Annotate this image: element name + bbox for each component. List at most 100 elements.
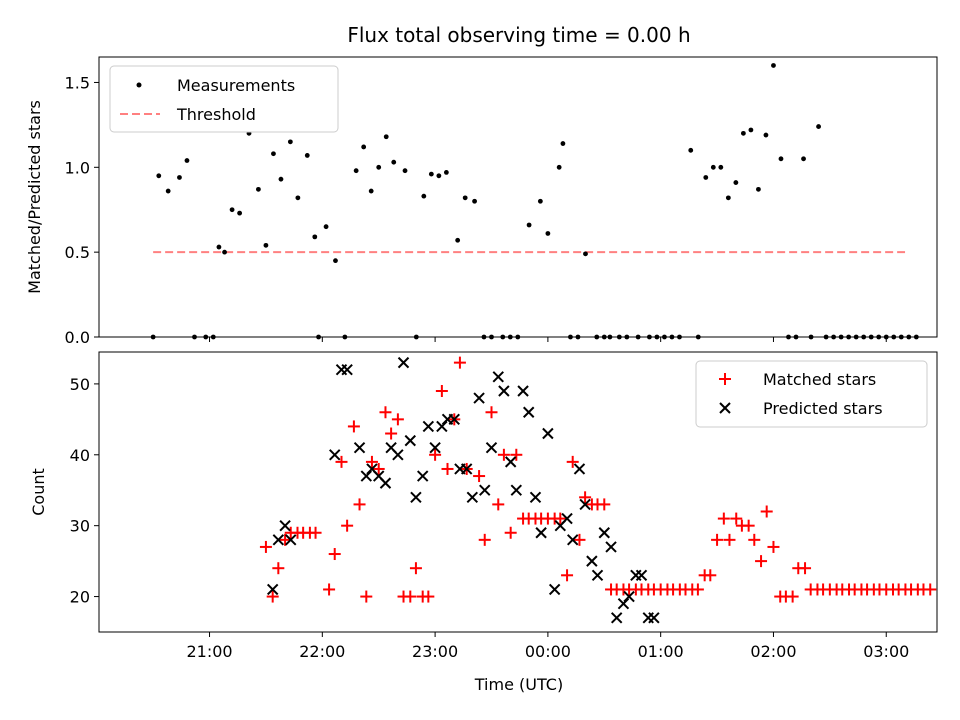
predicted-star-stroke-b [460,463,473,475]
predicted-star-marker [329,449,341,461]
predicted-star-marker [566,534,579,546]
measurement-point [913,334,919,340]
matched-star-marker [760,505,773,518]
measurement-point [616,334,622,340]
measurement-point [669,334,675,340]
top-y-ticks: 0.0 0.5 1.0 1.5 [65,73,99,347]
measurement-point [703,175,709,180]
measurement-point [455,237,461,243]
predicted-star-stroke-b [373,470,385,482]
matched-star-marker [453,356,466,369]
predicted-star-marker [492,371,504,383]
measurement-point [333,258,338,264]
predicted-star-marker [272,534,285,546]
predicted-star-marker [285,534,297,546]
matched-star-marker [473,470,486,483]
predicted-star-marker [510,484,523,496]
measurement-point [635,334,641,340]
matched-star-marker [441,462,454,475]
measurement-point [601,334,607,340]
measurement-point [526,222,532,228]
predicted-star-stroke-b [416,470,429,482]
matched-star-marker [385,427,398,440]
predicted-star-stroke-b [436,420,448,433]
measurement-point [898,334,904,340]
predicted-stars-points [266,356,660,624]
measurement-point [646,334,652,340]
matched-star-marker [492,498,505,511]
measurement-point [391,159,397,165]
predicted-star-stroke-b [586,555,598,567]
measurement-point [853,334,859,340]
predicted-star-stroke-b [353,441,366,454]
matched-star-marker [485,406,498,419]
predicted-star-marker [392,449,404,461]
bottom-panel: 20 30 40 50 21:00 22:00 23:00 00:00 01:00 02:00 0… [29,351,938,694]
predicted-star-stroke-b [492,371,504,383]
measurement-point [868,334,874,340]
measurement-point [287,139,293,145]
measurement-point [500,334,506,340]
predicted-star-stroke-b [266,583,279,596]
measurement-point [342,334,348,340]
predicted-star-stroke-b [542,427,554,440]
predicted-star-stroke-b [635,569,648,581]
matched-star-marker [391,413,404,426]
predicted-star-stroke-b [329,449,341,461]
predicted-star-stroke-b [272,534,285,546]
predicted-star-stroke-b [566,534,579,546]
predicted-star-stroke-b [385,441,397,454]
matched-star-marker [347,420,360,433]
matched-star-marker [404,590,417,603]
bottom-legend: Matched stars Predicted stars [695,360,928,428]
measurement-point [808,334,814,340]
measurement-point [177,175,182,180]
predicted-star-marker [404,434,416,447]
matched-star-marker [799,562,812,575]
measurement-point [786,334,791,340]
predicted-star-marker [473,392,485,404]
predicted-star-marker [422,420,435,433]
measurement-point [216,244,222,250]
measurement-point [906,334,912,340]
measurement-point [594,334,600,340]
predicted-star-marker [353,441,366,454]
legend-measurements-label: Measurements [177,76,295,95]
predicted-star-stroke-b [510,484,523,496]
measurement-point [376,164,382,170]
measurement-point [876,334,882,340]
measurement-point [733,180,739,185]
matched-star-marker [478,533,491,546]
predicted-star-marker [485,441,498,454]
measurement-point [718,164,724,170]
matched-star-marker [691,583,704,596]
bottom-x-tick-label: 23:00 [412,642,458,661]
bottom-x-tick-label: 21:00 [186,642,232,661]
measurement-point [891,334,897,340]
predicted-star-stroke-b [479,484,491,496]
predicted-star-stroke-b [517,385,529,397]
bottom-y-axis-label: Count [29,468,48,516]
predicted-star-marker [617,597,630,610]
predicted-star-marker [436,420,448,433]
matched-star-marker [730,512,743,525]
measurement-point [816,124,821,129]
matched-star-marker [598,498,611,511]
predicted-star-stroke-b [579,498,591,511]
matched-star-marker [767,540,780,553]
matched-star-marker [266,590,279,603]
measurement-point [763,132,769,138]
measurement-point [312,234,318,240]
predicted-star-marker [605,541,617,553]
predicted-star-marker [279,519,291,532]
predicted-star-stroke-b [648,612,660,624]
predicted-star-stroke-b [485,441,498,454]
measurement-point [316,334,321,340]
measurement-point [771,63,776,68]
bottom-x-tick-label: 03:00 [863,642,909,661]
bottom-y-tick-label: 40 [70,446,90,465]
predicted-star-stroke-b [404,434,416,447]
predicted-star-marker [448,413,460,426]
bottom-y-tick-label: 50 [70,375,90,394]
